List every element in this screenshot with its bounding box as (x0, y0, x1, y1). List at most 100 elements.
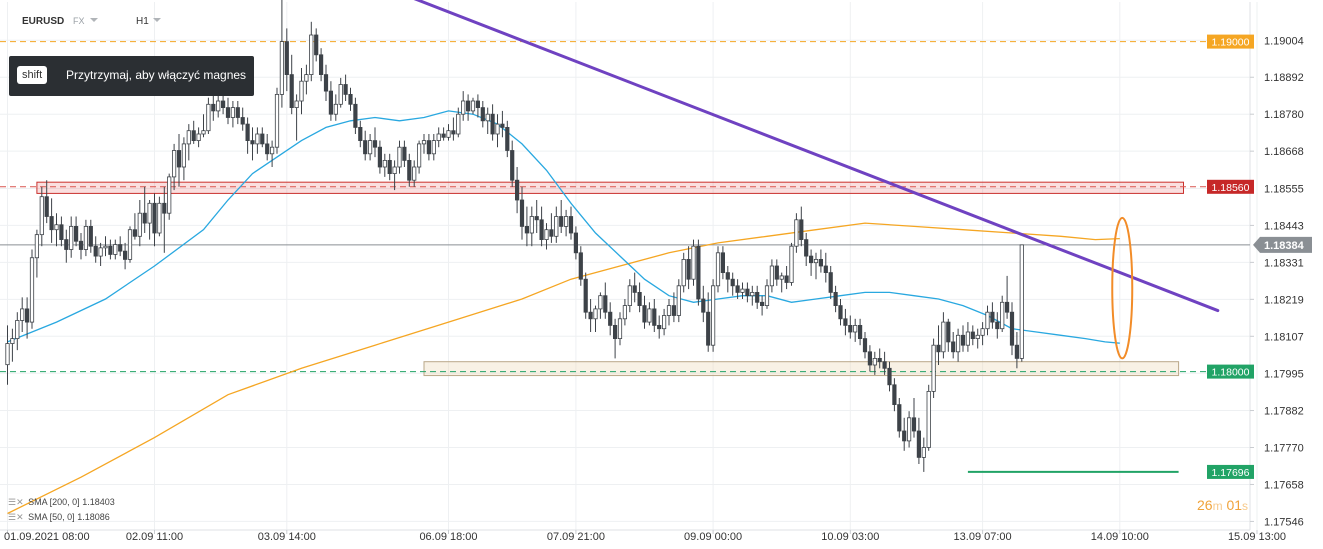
candle (769, 259, 775, 293)
candle (323, 64, 329, 101)
candle (559, 200, 564, 233)
time-axis[interactable]: 01.09.2021 08:00 02.09 11:00 03.09 14:00 06… (4, 530, 1286, 543)
candle-body (353, 103, 358, 128)
candle (804, 233, 809, 266)
candle-body (911, 417, 917, 432)
candle-body (260, 133, 265, 145)
candle-body (358, 127, 363, 142)
candle (299, 68, 304, 115)
candle-body (789, 245, 794, 283)
price-tick-label: 1.17882 (1264, 406, 1304, 418)
candle-body (318, 54, 324, 75)
candle (1005, 275, 1010, 319)
candle-body (926, 390, 931, 448)
candle-body (858, 324, 863, 339)
candle-body (255, 133, 260, 145)
candle-body (387, 159, 392, 174)
price-axis[interactable]: 1.19004 1.18892 1.18780 1.18668 1.18555 1.184… (1207, 34, 1312, 529)
candle-body (662, 315, 667, 330)
candle (113, 239, 118, 260)
candle (872, 351, 877, 375)
candle-body (573, 232, 579, 254)
candle-body (887, 367, 892, 386)
level-price-badge (1207, 364, 1254, 379)
candle (882, 351, 887, 375)
candle-body (127, 229, 133, 260)
candle-body (309, 34, 314, 75)
candle (304, 64, 309, 95)
legend-sma-50[interactable]: ☰✕ SMA [50, 0] 1.18086 (8, 512, 110, 523)
candle (833, 285, 838, 313)
candle-body (240, 117, 245, 125)
symbol-label[interactable]: EURUSD (22, 16, 65, 27)
candle-body (828, 272, 833, 293)
candle (789, 242, 794, 286)
candle (617, 312, 623, 346)
candle (260, 127, 265, 148)
candle-body (691, 245, 696, 280)
candle (524, 206, 530, 247)
candle-body (956, 334, 961, 353)
candle (412, 160, 417, 187)
candle (69, 216, 74, 258)
candle-body (436, 133, 441, 141)
symbol-dropdown-icon[interactable] (90, 18, 98, 22)
candle (98, 242, 103, 266)
candle-body (29, 257, 35, 323)
candle-body (617, 318, 623, 339)
candle-body (98, 247, 103, 257)
candle (108, 239, 113, 260)
candle (137, 200, 142, 247)
candle-body (441, 133, 446, 138)
legend-sma-200[interactable]: ☰✕ SMA [200, 0] 1.18403 (8, 497, 115, 508)
candle-body (74, 225, 79, 242)
candle (642, 295, 647, 329)
candle (1019, 244, 1024, 362)
candle (147, 200, 152, 240)
candle-body (480, 107, 485, 122)
candle-body (265, 143, 270, 155)
candle-body (583, 278, 588, 313)
indicator-settings-icon[interactable]: ☰✕ (8, 512, 24, 522)
candle (338, 77, 343, 108)
candle-body (1000, 301, 1005, 330)
candle-body (132, 229, 137, 237)
candle (730, 272, 735, 296)
candle-body (946, 321, 951, 343)
candle-body (701, 298, 706, 313)
candle-body (877, 357, 882, 363)
candle (416, 140, 422, 174)
candle-body (54, 224, 59, 231)
time-tick-label: 13.09 07:00 (954, 531, 1012, 543)
candle (676, 279, 681, 323)
candle-body (402, 146, 407, 161)
horizontal-levels (0, 41, 1250, 373)
timeframe-dropdown-icon[interactable] (153, 18, 161, 22)
candle-body (578, 252, 583, 280)
indicator-settings-icon[interactable]: ☰✕ (8, 497, 24, 507)
candle (696, 239, 701, 306)
candle-body (642, 305, 647, 323)
candle (583, 272, 588, 319)
candle-body (201, 130, 206, 135)
candle (750, 285, 755, 306)
candle (284, 28, 289, 92)
candle-body (941, 321, 946, 353)
candle (578, 246, 583, 286)
candle-body (715, 252, 721, 287)
candle-body (294, 100, 299, 108)
candle (181, 137, 186, 181)
timeframe-selector[interactable]: H1 (136, 16, 149, 27)
candle (451, 117, 456, 141)
candle (544, 223, 549, 250)
candle-body (500, 123, 505, 128)
candle-body (211, 103, 216, 112)
candle-body (730, 278, 735, 287)
candle (887, 361, 892, 392)
candle-body (804, 239, 809, 257)
trendline (413, 0, 1220, 313)
legend-sma-label: SMA (28, 497, 48, 507)
candle-body (676, 285, 681, 316)
candle (93, 236, 98, 263)
